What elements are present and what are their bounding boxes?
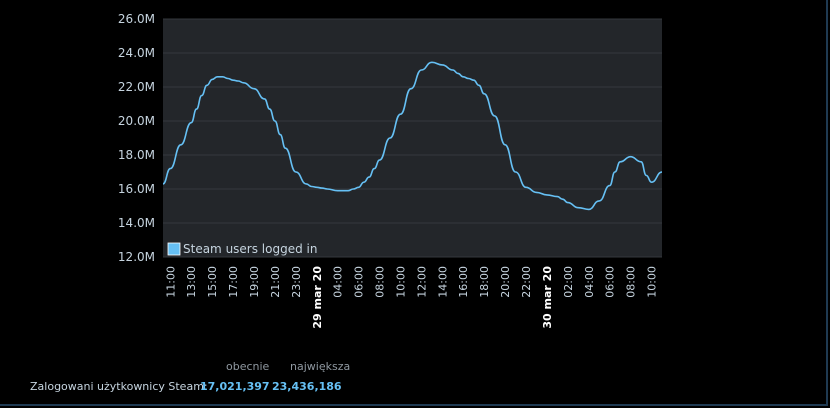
y-tick-label: 22.0M [118,80,155,94]
x-tick-date-label: 29 mar 20 [311,266,324,329]
x-tick-label: 02:00 [562,266,575,298]
y-tick-label: 16.0M [118,182,155,196]
x-tick-label: 06:00 [604,266,617,298]
x-tick-label: 04:00 [583,266,596,298]
y-tick-label: 26.0M [118,12,155,26]
x-tick-label: 10:00 [646,266,659,298]
x-tick-label: 19:00 [248,266,261,298]
x-tick-label: 17:00 [227,266,240,298]
series-line-steam-users [162,61,663,211]
chart: 12.0M 14.0M 16.0M 18.0M 20.0M 22.0M 24.0M 26.0M… [118,12,663,329]
x-tick-label: 16:00 [457,266,470,298]
y-tick-label: 12.0M [118,250,155,264]
x-tick-label: 23:00 [290,266,303,298]
x-tick-label: 08:00 [374,266,387,298]
x-tick-label: 21:00 [269,266,282,298]
legend: Steam users logged in [167,242,317,256]
y-tick-label: 20.0M [118,114,155,128]
x-tick-label: 15:00 [206,266,219,298]
y-tick-label: 18.0M [118,148,155,162]
x-tick-label: 04:00 [332,266,345,298]
plot-area [163,19,662,257]
x-tick-label: 14:00 [436,266,449,298]
x-tick-label: 11:00 [164,266,177,298]
stats-label: Zalogowani użytkownicy Steam: [30,380,208,393]
x-axis-ticks: 11:00 13:00 15:00 17:00 19:00 21:00 23:00 29 ma… [164,266,658,329]
peak-value: 23,436,186 [272,380,342,393]
y-tick-label: 24.0M [118,46,155,60]
current-value: 17,021,397 [200,380,270,393]
x-tick-date-label: 30 mar 20 [541,266,554,329]
current-header: obecnie [226,360,270,373]
x-tick-label: 18:00 [478,266,491,298]
x-tick-label: 13:00 [185,266,198,298]
x-tick-label: 20:00 [499,266,512,298]
x-tick-label: 22:00 [520,266,533,298]
x-tick-label: 06:00 [353,266,366,298]
y-tick-label: 14.0M [118,216,155,230]
x-tick-label: 10:00 [394,266,407,298]
x-tick-label: 08:00 [625,266,638,298]
x-tick-label: 12:00 [415,266,428,298]
y-axis-ticks: 12.0M 14.0M 16.0M 18.0M 20.0M 22.0M 24.0M 26.0M [118,12,155,264]
legend-label: Steam users logged in [183,242,317,256]
peak-header: największa [290,360,351,373]
legend-swatch [167,242,181,256]
